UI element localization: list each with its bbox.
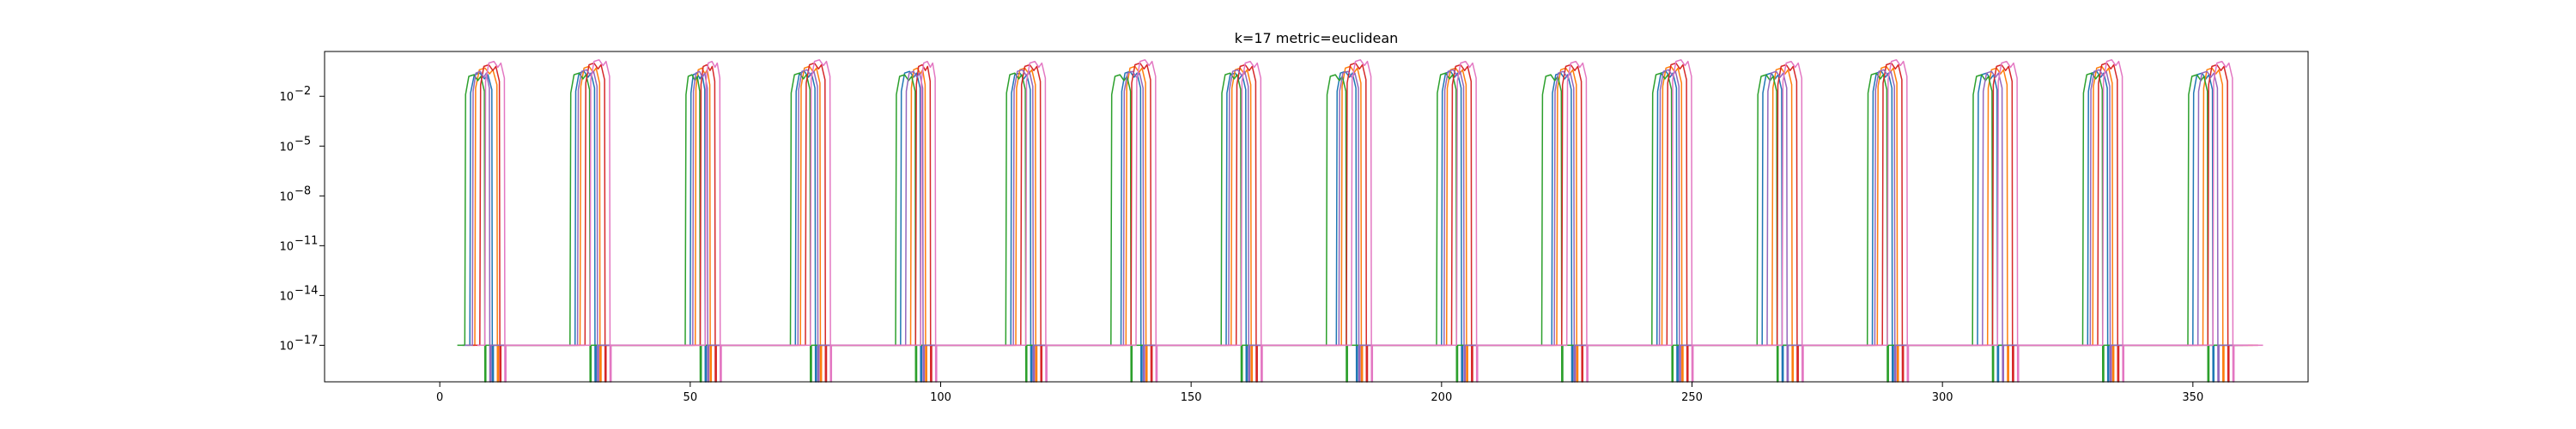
series-layer: [457, 58, 2263, 383]
x-axis: 0 50 100 150 200 250 300 350: [436, 382, 2203, 404]
y-tick-exponent: −14: [295, 284, 318, 297]
y-tick-label: 10: [279, 340, 294, 353]
x-tick-label: 50: [683, 391, 698, 404]
y-tick-exponent: −2: [295, 85, 311, 98]
x-tick-label: 100: [930, 391, 951, 404]
series-line: [467, 65, 2253, 383]
x-tick-label: 0: [436, 391, 443, 404]
y-tick-exponent: −8: [295, 184, 311, 197]
x-tick-label: 350: [2182, 391, 2203, 404]
series-line: [472, 62, 2258, 383]
x-tick-label: 200: [1431, 391, 1452, 404]
y-tick-label: 10: [279, 240, 294, 253]
y-tick-label: 10: [279, 91, 294, 104]
y-tick-exponent: −11: [295, 234, 318, 247]
series-line: [457, 72, 2239, 383]
y-tick-exponent: −17: [295, 334, 318, 347]
plot-area-frame: [324, 51, 2309, 383]
y-tick-exponent: −5: [295, 135, 311, 148]
x-tick-label: 150: [1181, 391, 1202, 404]
y-tick-label: 10: [279, 141, 294, 154]
chart-title: k=17 metric=euclidean: [1235, 30, 1399, 46]
series-line: [477, 58, 2263, 383]
x-tick-label: 300: [1932, 391, 1953, 404]
y-tick-label: 10: [279, 190, 294, 203]
y-tick-label: 10: [279, 290, 294, 303]
x-tick-label: 250: [1681, 391, 1703, 404]
